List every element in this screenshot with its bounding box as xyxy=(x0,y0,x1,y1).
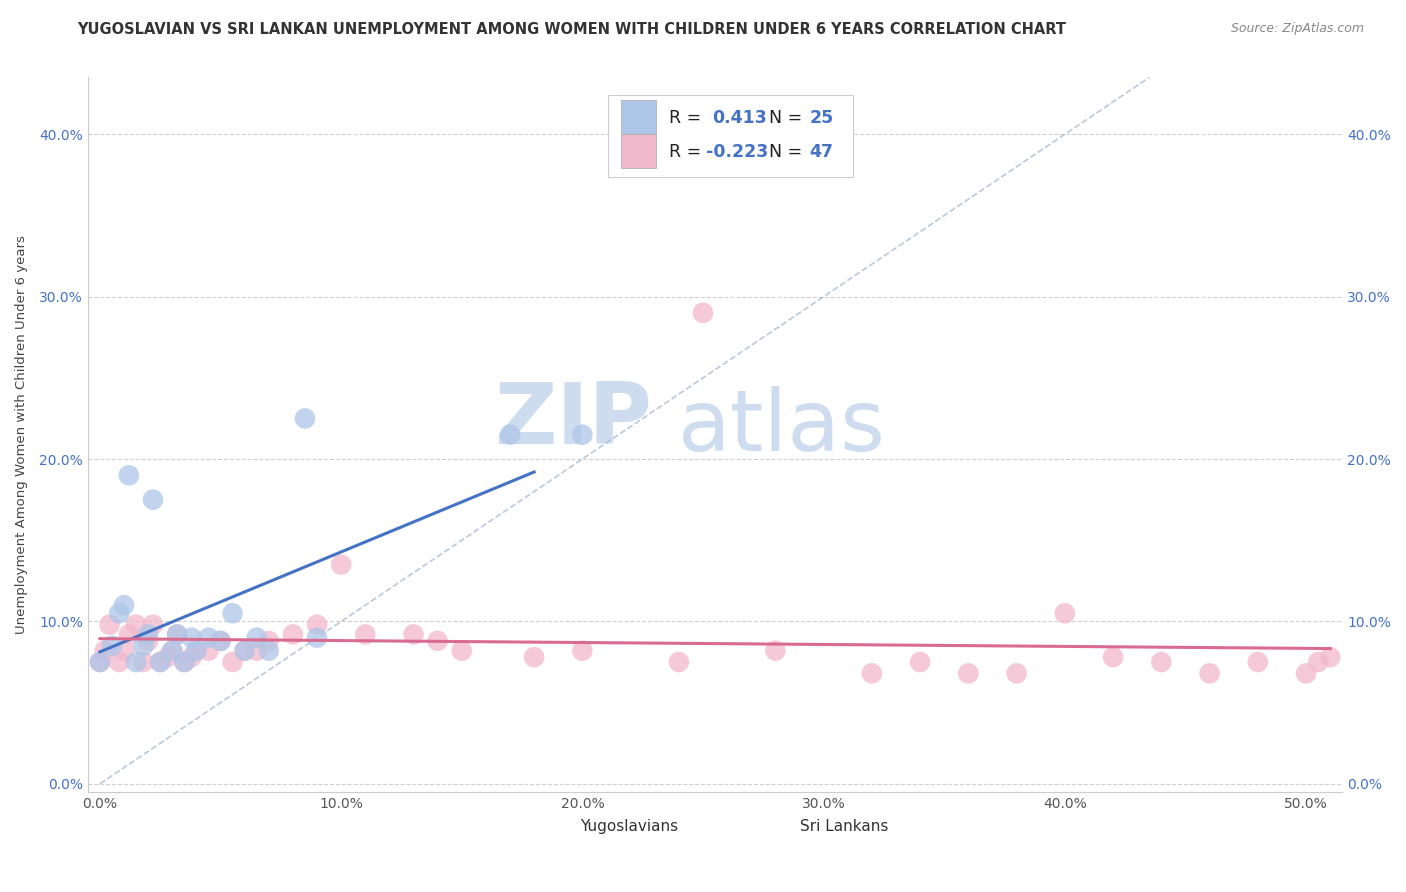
Text: 25: 25 xyxy=(808,109,834,128)
Text: atlas: atlas xyxy=(678,386,886,469)
Point xyxy=(1005,666,1028,681)
Text: -0.223: -0.223 xyxy=(706,144,769,161)
Point xyxy=(668,655,690,669)
Point xyxy=(162,643,184,657)
Point xyxy=(305,631,328,645)
Point xyxy=(89,655,111,669)
Point xyxy=(162,643,184,657)
Point xyxy=(98,617,121,632)
Point xyxy=(571,643,593,657)
Point xyxy=(1319,650,1341,665)
Point xyxy=(156,650,179,665)
Point xyxy=(166,627,188,641)
Point xyxy=(571,427,593,442)
Point xyxy=(1102,650,1125,665)
Point xyxy=(908,655,931,669)
Point xyxy=(246,631,269,645)
Point xyxy=(233,643,256,657)
Point xyxy=(166,627,188,641)
Point xyxy=(209,634,232,648)
Point xyxy=(173,655,195,669)
Point xyxy=(136,634,159,648)
Point xyxy=(132,655,155,669)
Point xyxy=(692,306,714,320)
Point xyxy=(281,627,304,641)
Point xyxy=(132,639,155,653)
Point xyxy=(1247,655,1270,669)
Point xyxy=(186,643,208,657)
Point xyxy=(860,666,883,681)
Point xyxy=(426,634,449,648)
Point xyxy=(89,655,111,669)
Point xyxy=(125,617,148,632)
Point xyxy=(108,607,131,621)
Point xyxy=(101,639,124,653)
Point xyxy=(197,643,219,657)
FancyBboxPatch shape xyxy=(546,815,571,837)
Text: N =: N = xyxy=(769,109,807,128)
Point xyxy=(125,655,148,669)
FancyBboxPatch shape xyxy=(621,100,657,134)
Point xyxy=(108,655,131,669)
Y-axis label: Unemployment Among Women with Children Under 6 years: Unemployment Among Women with Children U… xyxy=(15,235,28,634)
Point xyxy=(197,631,219,645)
Point xyxy=(763,643,786,657)
Point xyxy=(1053,607,1076,621)
FancyBboxPatch shape xyxy=(768,815,793,837)
Text: Source: ZipAtlas.com: Source: ZipAtlas.com xyxy=(1230,22,1364,36)
Point xyxy=(118,627,141,641)
Point xyxy=(402,627,425,641)
Text: ZIP: ZIP xyxy=(495,379,652,462)
Point xyxy=(186,643,208,657)
Text: R =: R = xyxy=(669,144,706,161)
Point xyxy=(149,655,172,669)
Point xyxy=(93,643,115,657)
Point xyxy=(294,411,316,425)
Text: 0.413: 0.413 xyxy=(713,109,768,128)
Point xyxy=(209,634,232,648)
Text: N =: N = xyxy=(769,144,807,161)
Point xyxy=(1198,666,1220,681)
Text: YUGOSLAVIAN VS SRI LANKAN UNEMPLOYMENT AMONG WOMEN WITH CHILDREN UNDER 6 YEARS C: YUGOSLAVIAN VS SRI LANKAN UNEMPLOYMENT A… xyxy=(77,22,1066,37)
Text: Sri Lankans: Sri Lankans xyxy=(800,819,889,834)
Point xyxy=(142,617,165,632)
Point xyxy=(221,607,243,621)
Point xyxy=(173,655,195,669)
FancyBboxPatch shape xyxy=(621,134,657,169)
Point xyxy=(257,643,280,657)
Point xyxy=(523,650,546,665)
Point xyxy=(257,634,280,648)
Point xyxy=(330,558,353,572)
Point xyxy=(149,655,172,669)
Point xyxy=(180,631,202,645)
Point xyxy=(136,627,159,641)
Point xyxy=(142,492,165,507)
Text: 47: 47 xyxy=(808,144,834,161)
Point xyxy=(233,643,256,657)
Point xyxy=(246,643,269,657)
Point xyxy=(354,627,377,641)
Point xyxy=(112,598,135,612)
Point xyxy=(118,468,141,483)
Point xyxy=(957,666,980,681)
Point xyxy=(1295,666,1317,681)
Point xyxy=(112,643,135,657)
Point xyxy=(180,650,202,665)
Point xyxy=(221,655,243,669)
Text: Yugoslavians: Yugoslavians xyxy=(579,819,678,834)
Point xyxy=(1150,655,1173,669)
Point xyxy=(450,643,472,657)
FancyBboxPatch shape xyxy=(609,95,853,178)
Point xyxy=(305,617,328,632)
Text: R =: R = xyxy=(669,109,706,128)
Point xyxy=(499,427,522,442)
Point xyxy=(1308,655,1330,669)
